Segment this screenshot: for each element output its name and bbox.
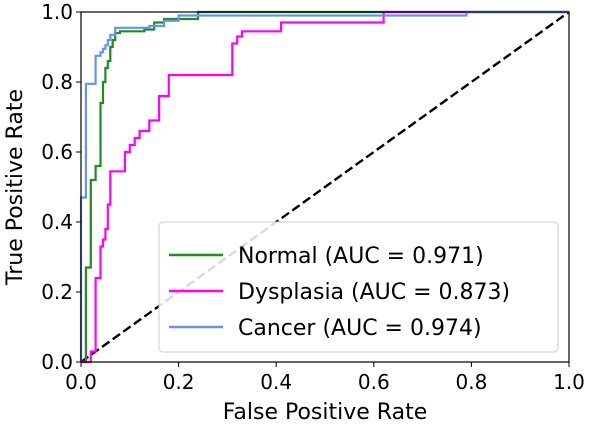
- legend-label-2: Cancer (AUC = 0.974): [238, 316, 482, 341]
- series-line-2: [79, 10, 569, 362]
- y-tick-label: 0.2: [41, 280, 73, 304]
- x-tick-label: 0.2: [163, 370, 195, 394]
- x-tick-label: 0.6: [358, 370, 390, 394]
- x-axis-label: False Positive Rate: [223, 400, 427, 425]
- x-tick-label: 0.4: [260, 370, 292, 394]
- legend: Normal (AUC = 0.971) Dysplasia (AUC = 0.8…: [158, 221, 559, 353]
- y-tick-label: 0.0: [41, 350, 73, 374]
- plot-frame: [80, 11, 570, 363]
- y-tick-label: 0.8: [41, 70, 73, 94]
- y-tick-label: 0.6: [41, 140, 73, 164]
- y-axis-label: True Positive Rate: [3, 89, 28, 286]
- series-line-1: [81, 10, 569, 364]
- y-tick-label: 0.4: [41, 210, 73, 234]
- x-tick-label: 0.8: [455, 370, 487, 394]
- reference-diagonal-line: [80, 11, 570, 363]
- y-tick-label: 1.0: [41, 0, 73, 24]
- axis-ticks: 0.0 0.2 0.4 0.6 0.8 1.0 0.0 0.2 0.4 0.6 0.8 1.0: [41, 0, 585, 394]
- x-tick-label: 0.0: [65, 370, 97, 394]
- x-tick-label: 1.0: [553, 370, 585, 394]
- plot-area: [79, 10, 570, 364]
- legend-label-1: Dysplasia (AUC = 0.873): [238, 280, 510, 305]
- legend-label-0: Normal (AUC = 0.971): [238, 244, 484, 269]
- legend-box: [158, 221, 559, 353]
